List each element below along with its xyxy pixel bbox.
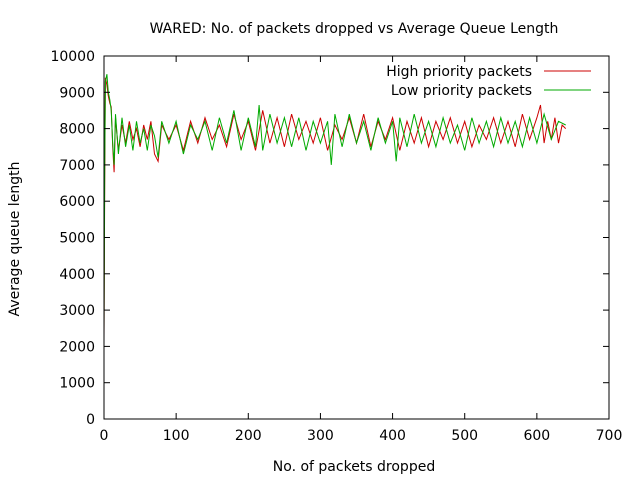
x-tick-label: 200 (235, 428, 262, 444)
series-layer (103, 74, 567, 340)
y-tick-label: 6000 (59, 194, 95, 210)
y-tick-label: 10000 (50, 49, 95, 65)
y-tick-label: 0 (86, 412, 95, 428)
y-tick-label: 2000 (59, 339, 95, 355)
x-tick-label: 0 (100, 428, 109, 444)
x-tick-label: 500 (451, 428, 478, 444)
axes-layer: 0 100 200 300 400 500 600 700010002000300040005… (50, 49, 622, 444)
x-axis-label: No. of packets dropped (273, 459, 435, 475)
y-tick-label: 4000 (59, 267, 95, 283)
x-tick-label: 400 (379, 428, 406, 444)
legend: High priority packets Low priority packet… (386, 64, 591, 99)
plot-frame (103, 55, 610, 420)
y-tick-label: 5000 (59, 231, 95, 247)
y-tick-label: 3000 (59, 303, 95, 319)
legend-label-2: Low priority packets (391, 83, 532, 99)
x-tick-label: 100 (163, 428, 190, 444)
y-tick-label: 7000 (59, 158, 95, 174)
x-tick-label: 600 (523, 428, 550, 444)
x-tick-label: 700 (596, 428, 623, 444)
chart-title: WARED: No. of packets dropped vs Average… (150, 21, 559, 37)
y-tick-label: 8000 (59, 122, 95, 138)
y-axis-label: Average queue length (7, 162, 23, 317)
y-tick-label: 9000 (59, 85, 95, 101)
y-tick-label: 1000 (59, 376, 95, 392)
x-tick-label: 300 (307, 428, 334, 444)
series-line-1 (103, 77, 567, 340)
legend-label-1: High priority packets (386, 64, 532, 80)
series-line-2 (103, 74, 566, 332)
